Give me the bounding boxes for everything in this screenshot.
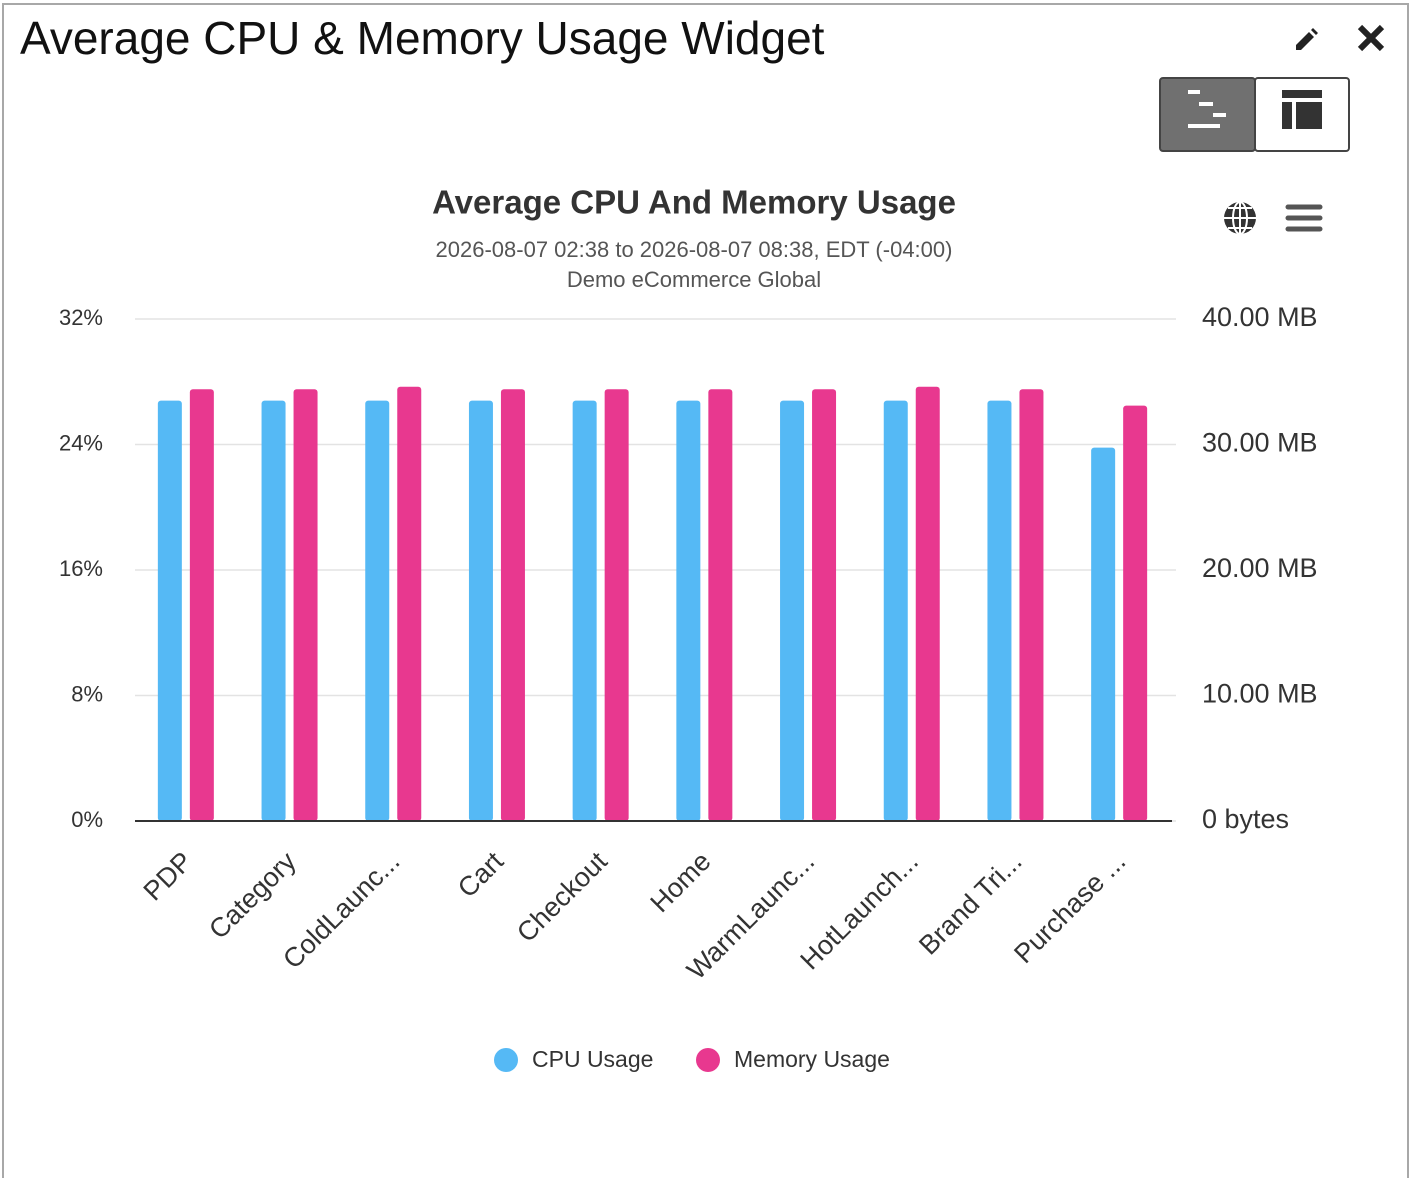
bar	[189, 389, 214, 821]
widget-title: Average CPU & Memory Usage Widget	[20, 12, 825, 64]
y2-tick-label: 20.00 MB	[1202, 553, 1318, 583]
bar	[883, 400, 908, 821]
table-view-icon	[1282, 90, 1322, 129]
globe-meridian	[1232, 201, 1248, 235]
bar	[1019, 389, 1044, 821]
bar	[468, 400, 493, 821]
globe-button[interactable]	[1224, 201, 1256, 235]
bar	[708, 389, 733, 821]
bar	[1123, 405, 1148, 821]
bar	[1091, 447, 1116, 821]
globe-lines	[1224, 202, 1256, 234]
y-tick-label: 32%	[59, 305, 103, 330]
bar	[780, 400, 805, 821]
bar	[604, 389, 629, 821]
menu-icon	[1285, 204, 1323, 232]
bar	[365, 400, 390, 821]
chart-subtitle: 2026-08-07 02:38 to 2026-08-07 08:38, ED…	[436, 237, 953, 262]
y2-tick-label: 30.00 MB	[1202, 428, 1318, 458]
pencil-icon	[1296, 28, 1318, 50]
y-tick-label: 24%	[59, 430, 103, 455]
bar	[157, 400, 182, 821]
menu-button[interactable]	[1285, 204, 1323, 232]
bar	[676, 400, 701, 821]
bar	[293, 389, 318, 821]
view-toggle	[1159, 77, 1350, 152]
legend-marker	[696, 1048, 720, 1072]
y-tick-label: 16%	[59, 556, 103, 581]
legend-label: CPU Usage	[532, 1046, 653, 1072]
bar	[397, 386, 422, 821]
legend-label: Memory Usage	[734, 1046, 890, 1072]
bar	[572, 400, 597, 821]
widget-border	[2, 3, 1409, 1183]
chart-title: Average CPU And Memory Usage	[432, 184, 956, 221]
bar	[261, 400, 286, 821]
close-icon	[1357, 24, 1385, 52]
bar	[987, 400, 1012, 821]
bar	[500, 389, 525, 821]
y2-tick-label: 0 bytes	[1202, 804, 1289, 834]
chart-view-icon	[1188, 90, 1226, 128]
y2-tick-label: 40.00 MB	[1202, 302, 1318, 332]
chart-view-button[interactable]	[1159, 77, 1256, 152]
y2-tick-label: 10.00 MB	[1202, 679, 1318, 709]
edit-button[interactable]	[1296, 28, 1318, 50]
close-button[interactable]	[1357, 24, 1385, 52]
legend-marker	[494, 1048, 518, 1072]
y-tick-label: 0%	[71, 807, 103, 832]
y-tick-label: 8%	[71, 681, 103, 706]
bar	[915, 386, 940, 821]
bar	[812, 389, 837, 821]
chart-subtitle: Demo eCommerce Global	[567, 267, 821, 292]
